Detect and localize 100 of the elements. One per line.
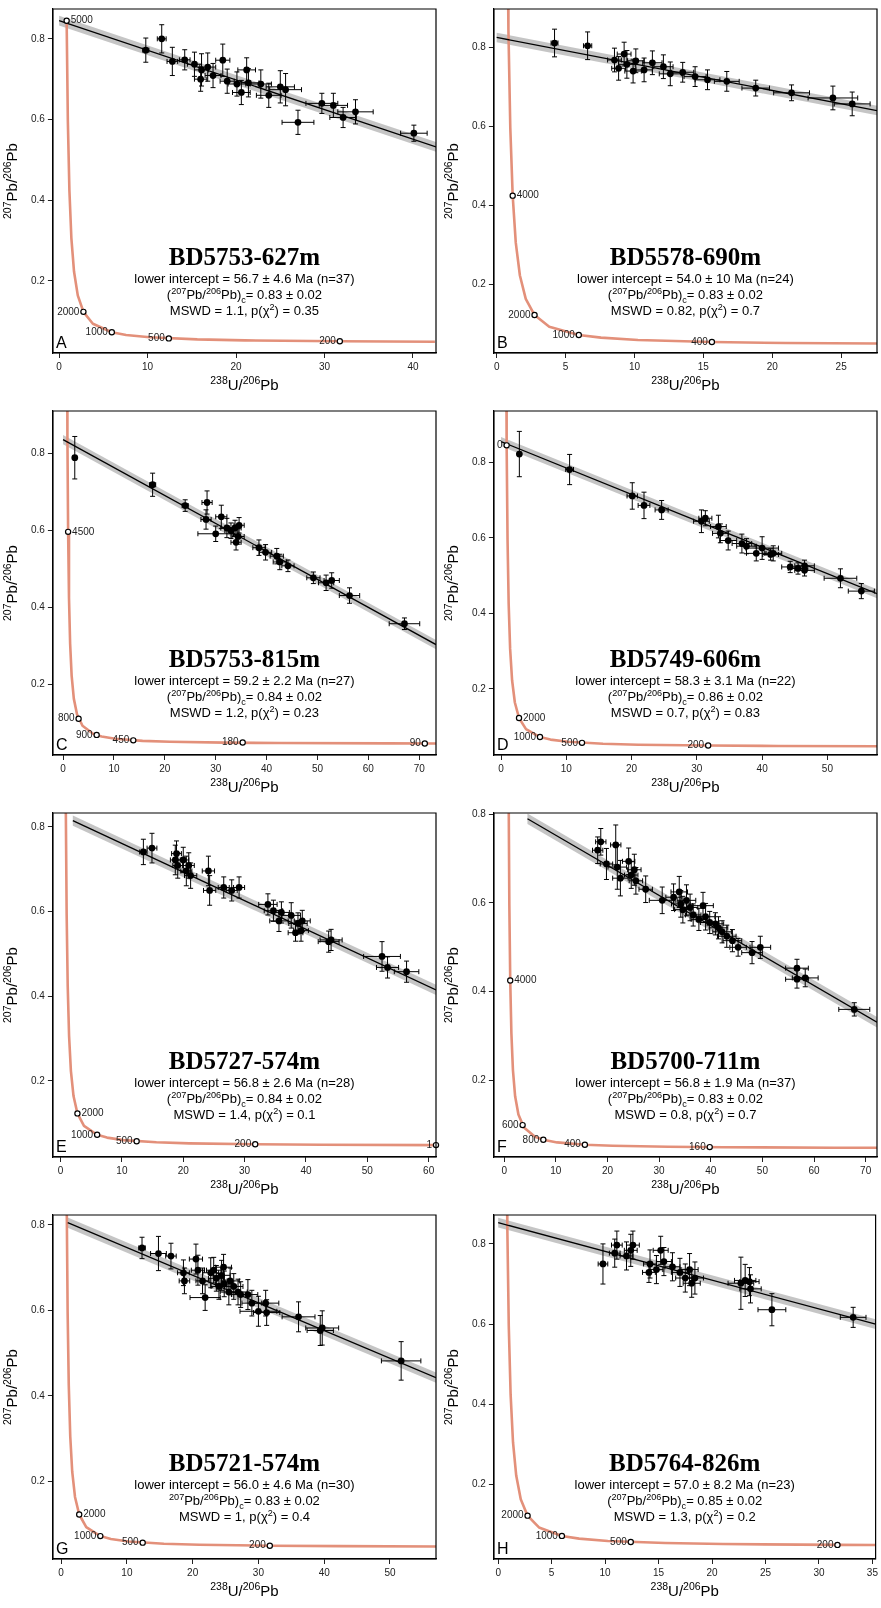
x-axis-title: $^{238}$U/$^{206}$Pb [651, 1178, 720, 1197]
y-tick-label: 0.4 [472, 607, 487, 619]
x-tick-label: 50 [756, 1164, 769, 1176]
x-axis-title: $^{238}$U/$^{206}$Pb [651, 374, 720, 393]
y-tick-label: 0.6 [472, 120, 487, 132]
y-tick-label: 0.8 [31, 1218, 46, 1230]
annotation: 0 [497, 439, 504, 451]
y-tick-label: 0.2 [472, 1478, 487, 1490]
x-tick-label: 10 [121, 1566, 133, 1578]
annotation: 800 [57, 712, 76, 724]
x-tick-label: 60 [808, 1164, 821, 1176]
y-tick-label: 0.4 [472, 199, 487, 211]
y-tick-label: 0.4 [31, 1389, 46, 1401]
y-tick-label: 0.8 [472, 808, 487, 820]
annotation: 900 [75, 728, 94, 740]
y-tick-label: 0.2 [31, 678, 46, 690]
x-tick-label: 50 [821, 762, 834, 774]
annotation: 180 [221, 736, 240, 748]
x-tick-label: 40 [756, 762, 769, 774]
annotation: lower intercept = 56.7 ± 4.6 Ma (n=37) [133, 270, 356, 286]
annotation: 1000 [85, 325, 109, 337]
annotation: ($^{207}$Pb/$^{206}$Pb)$_{c}$= 0.84 ± 0.02 [165, 1089, 323, 1109]
y-tick-label: 0.8 [472, 456, 487, 468]
annotation: 200 [234, 1138, 252, 1150]
annotation: D [496, 736, 509, 754]
y-tick-label: 0.4 [472, 1398, 487, 1410]
annotation: 4000 [514, 974, 537, 986]
x-tick-label: 0 [57, 1164, 64, 1176]
annotation: E [55, 1138, 67, 1156]
annotation: 2000 [57, 305, 80, 317]
x-tick-label: 35 [866, 1566, 879, 1578]
annotation: 500 [115, 1135, 134, 1147]
y-tick-label: 0.8 [472, 41, 487, 53]
annotation: 2000 [83, 1508, 106, 1520]
x-tick-label: 5 [548, 1566, 555, 1578]
x-tick-label: 30 [210, 762, 222, 774]
y-tick-label: 0.8 [31, 820, 46, 832]
x-tick-label: 20 [766, 360, 779, 372]
annotation: ($^{207}$Pb/$^{206}$Pb)$_{c}$= 0.85 ± 0.02 [606, 1491, 763, 1511]
x-tick-label: 10 [116, 1164, 128, 1176]
annotation: 4500 [72, 525, 95, 537]
x-tick-label: 40 [261, 762, 273, 774]
x-tick-label: 20 [626, 762, 638, 774]
x-tick-label: 0 [56, 360, 63, 372]
annotation: ($^{207}$Pb/$^{206}$Pb)$_{c}$= 0.83 ± 0.02 [606, 1089, 764, 1109]
x-tick-label: 50 [361, 1164, 374, 1176]
text: BD5753-627m [167, 242, 322, 271]
y-tick-label: 0.6 [31, 905, 46, 917]
annotation: 500 [610, 1535, 628, 1547]
x-axis-title: $^{238}$U/$^{206}$Pb [210, 374, 279, 393]
y-tick-label: 0.8 [472, 1237, 487, 1249]
y-tick-label: 0.4 [31, 989, 46, 1001]
x-tick-label: 40 [705, 1164, 717, 1176]
annotation: ($^{207}$Pb/$^{206}$Pb)$_{c}$= 0.83 ± 0.02 [606, 285, 764, 305]
annotation: 200 [319, 335, 337, 347]
x-tick-label: 0 [501, 1164, 508, 1176]
annotation: ($^{207}$Pb/$^{206}$Pb)$_{c}$= 0.84 ± 0.02 [165, 687, 323, 707]
x-tick-label: 25 [835, 360, 848, 372]
annotation: 1000 [535, 1529, 559, 1541]
annotation: 1000 [552, 328, 576, 340]
annotation: lower intercept = 54.0 ± 10 Ma (n=24) [576, 270, 795, 286]
annotation: lower intercept = 57.0 ± 8.2 Ma (n=23) [573, 1476, 796, 1492]
annotation: 500 [121, 1536, 140, 1548]
annotation: 4000 [516, 189, 540, 201]
y-tick-label: 0.6 [472, 531, 487, 543]
y-tick-label: 0.2 [31, 274, 46, 286]
annotation: H [496, 1540, 509, 1558]
annotation: 1000 [74, 1529, 97, 1541]
annotation: 500 [561, 736, 579, 748]
y-tick-label: 0.2 [472, 682, 487, 694]
y-tick-label: 0.2 [31, 1475, 46, 1487]
annotation: 800 [522, 1133, 540, 1145]
annotation: 160 [689, 1140, 707, 1152]
annotation: 2000 [523, 711, 546, 723]
x-tick-label: 0 [495, 1566, 502, 1578]
x-tick-label: 20 [159, 762, 171, 774]
annotation: lower intercept = 56.8 ± 1.9 Ma (n=37) [574, 1074, 797, 1090]
x-tick-label: 10 [142, 360, 154, 372]
x-tick-label: 0 [498, 762, 505, 774]
x-tick-label: 30 [813, 1566, 825, 1578]
x-tick-label: 30 [252, 1566, 265, 1578]
y-tick-label: 0.4 [31, 601, 46, 613]
x-tick-label: 20 [706, 1566, 719, 1578]
annotation: 1000 [70, 1128, 94, 1140]
x-tick-label: 10 [550, 1164, 562, 1176]
annotation: A [55, 334, 67, 352]
annotation: $^{207}$Pb/$^{206}$Pb)$_{c}$= 0.83 ± 0.02 [168, 1491, 320, 1511]
y-tick-label: 0.8 [31, 446, 46, 458]
text: BD5753-815m [167, 644, 322, 673]
annotation: 600 [501, 1118, 520, 1130]
y-tick-label: 0.4 [472, 985, 487, 997]
y-tick-label: 0.2 [31, 1074, 46, 1086]
x-tick-label: 10 [108, 762, 120, 774]
annotation: 200 [687, 739, 705, 751]
annotation: B [496, 334, 508, 352]
annotation: ($^{207}$Pb/$^{206}$Pb)$_{c}$= 0.83 ± 0.02 [165, 285, 323, 305]
annotation: 400 [691, 335, 709, 347]
y-tick-label: 0.6 [31, 1304, 46, 1316]
x-tick-label: 50 [384, 1566, 396, 1578]
y-tick-label: 0.8 [31, 32, 46, 44]
